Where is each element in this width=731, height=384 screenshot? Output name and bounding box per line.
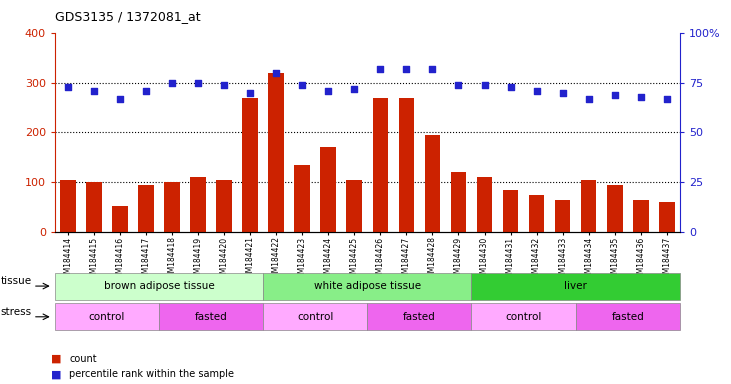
Bar — [659, 202, 675, 232]
Point — [609, 91, 621, 98]
Bar — [60, 180, 75, 232]
Bar — [346, 180, 362, 232]
Point — [427, 66, 439, 72]
Bar — [581, 180, 596, 232]
Text: count: count — [69, 354, 97, 364]
Point — [219, 81, 230, 88]
Point — [192, 79, 204, 86]
Point — [88, 88, 99, 94]
Text: control: control — [505, 312, 542, 322]
Bar — [477, 177, 492, 232]
Point — [140, 88, 152, 94]
Bar — [320, 147, 336, 232]
Text: white adipose tissue: white adipose tissue — [314, 281, 421, 291]
Bar — [450, 172, 466, 232]
Bar — [190, 177, 206, 232]
Bar — [633, 200, 648, 232]
Bar — [555, 200, 570, 232]
Text: control: control — [88, 312, 125, 322]
Bar — [242, 98, 258, 232]
Point — [114, 96, 126, 102]
Text: fasted: fasted — [611, 312, 644, 322]
Point — [531, 88, 542, 94]
Point — [244, 89, 256, 96]
Bar — [295, 165, 310, 232]
Bar — [607, 185, 623, 232]
Bar — [86, 182, 102, 232]
Point — [62, 83, 74, 89]
Point — [349, 86, 360, 92]
Text: stress: stress — [1, 307, 32, 317]
Bar — [503, 190, 518, 232]
Bar — [112, 206, 128, 232]
Text: tissue: tissue — [1, 276, 32, 286]
Bar — [268, 73, 284, 232]
Point — [661, 96, 673, 102]
Bar — [216, 180, 232, 232]
Text: ■: ■ — [51, 369, 61, 379]
Point — [270, 70, 282, 76]
Bar — [373, 98, 388, 232]
Text: percentile rank within the sample: percentile rank within the sample — [69, 369, 235, 379]
Text: brown adipose tissue: brown adipose tissue — [104, 281, 214, 291]
Bar — [425, 135, 440, 232]
Bar — [138, 185, 154, 232]
Text: control: control — [297, 312, 333, 322]
Text: fasted: fasted — [403, 312, 436, 322]
Bar — [398, 98, 414, 232]
Point — [374, 66, 386, 72]
Point — [479, 81, 491, 88]
Text: ■: ■ — [51, 354, 61, 364]
Point — [322, 88, 334, 94]
Text: fasted: fasted — [194, 312, 227, 322]
Text: liver: liver — [564, 281, 587, 291]
Point — [452, 81, 464, 88]
Point — [557, 89, 569, 96]
Point — [401, 66, 412, 72]
Point — [635, 93, 647, 99]
Text: GDS3135 / 1372081_at: GDS3135 / 1372081_at — [55, 10, 200, 23]
Point — [166, 79, 178, 86]
Bar — [529, 195, 545, 232]
Point — [583, 96, 594, 102]
Bar — [164, 182, 180, 232]
Point — [296, 81, 308, 88]
Point — [504, 83, 516, 89]
